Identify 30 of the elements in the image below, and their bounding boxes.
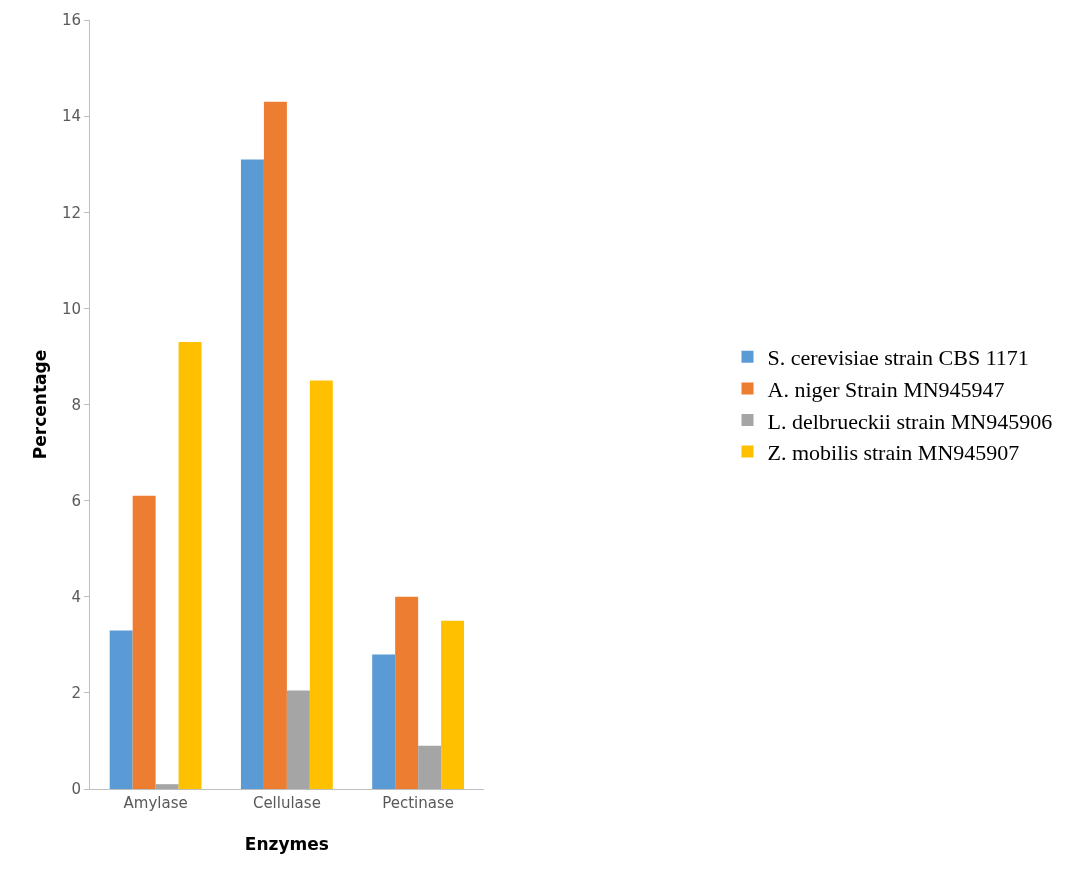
y-tick-label: 4: [71, 588, 81, 606]
y-tick-label: 6: [71, 491, 81, 510]
bar: [155, 784, 179, 789]
bar: [240, 159, 264, 789]
bar: [309, 380, 333, 789]
legend-label: L. delbrueckii strain MN945906: [767, 408, 1053, 434]
legend-label: Z. mobilis strain MN945907: [767, 440, 1020, 466]
y-tick-label: 16: [61, 11, 81, 30]
y-axis-title: Percentage: [30, 349, 50, 460]
bar: [263, 101, 287, 789]
y-tick-label: 2: [71, 684, 81, 703]
bar: [178, 342, 202, 789]
bar: [418, 745, 442, 789]
bar: [372, 654, 396, 789]
legend-label: S. cerevisiae strain CBS 1171: [767, 345, 1029, 371]
legend-label: A. niger Strain MN945947: [767, 376, 1005, 402]
y-tick-label: 0: [71, 780, 81, 799]
bar: [441, 620, 465, 789]
x-tick-label: Amylase: [123, 794, 188, 812]
x-tick-label: Pectinase: [382, 794, 455, 812]
bar: [395, 596, 419, 789]
bar: [132, 495, 156, 789]
bar: [286, 690, 310, 789]
x-axis-title: Enzymes: [244, 834, 329, 854]
y-tick-label: 14: [61, 107, 81, 126]
y-tick-label: 10: [61, 299, 81, 318]
y-tick-label: 12: [61, 203, 81, 222]
x-tick-label: Cellulase: [252, 794, 321, 812]
y-tick-label: 8: [71, 395, 81, 414]
bar: [109, 630, 133, 789]
